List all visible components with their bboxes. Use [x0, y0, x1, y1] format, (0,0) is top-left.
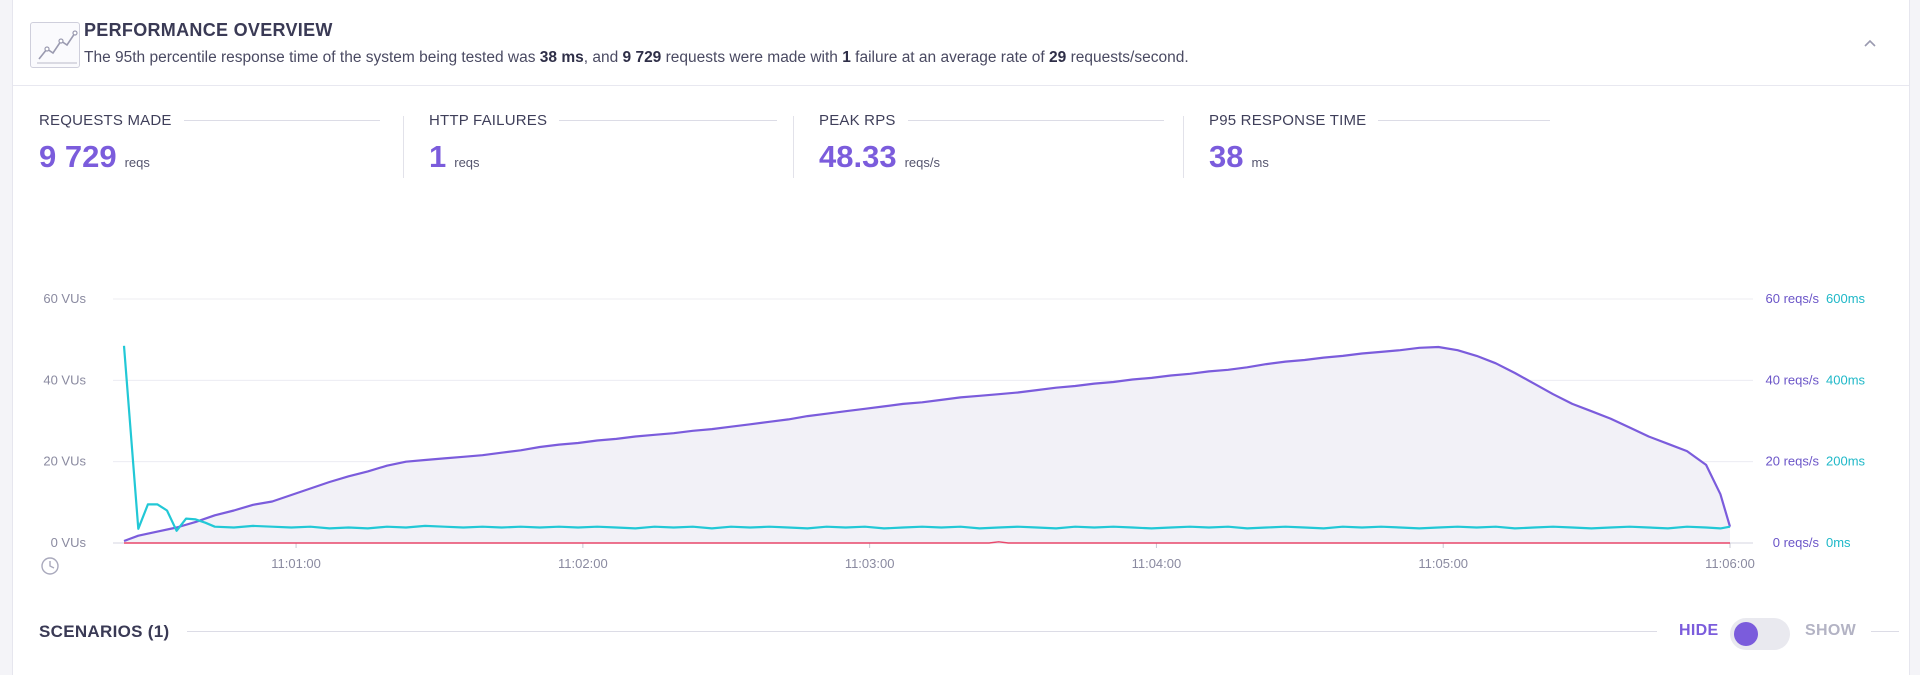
performance-overview-panel: PERFORMANCE OVERVIEW The 95th percentile…	[12, 0, 1910, 675]
series-line-2	[124, 541, 1730, 544]
scenarios-toggle[interactable]	[1730, 618, 1790, 650]
stat-label: HTTP FAILURES	[429, 112, 548, 129]
right-tick-label-rps: 0 reqs/s	[1773, 535, 1820, 550]
stat-value: 48.33	[819, 139, 897, 174]
series-area-0	[124, 347, 1730, 543]
hide-label[interactable]: HIDE	[1679, 622, 1719, 639]
stat-divider	[1183, 116, 1184, 178]
x-tick-label: 11:03:00	[845, 556, 895, 571]
series-line-0	[123, 345, 1732, 543]
panel-header: PERFORMANCE OVERVIEW The 95th percentile…	[13, 0, 1909, 86]
chart-icon	[30, 22, 80, 68]
stat-value: 9 729	[39, 139, 117, 174]
scenarios-title: SCENARIOS (1)	[39, 622, 170, 641]
divider	[187, 631, 1657, 632]
x-tick-label: 11:04:00	[1132, 556, 1182, 571]
right-tick-label-rps: 40 reqs/s	[1766, 372, 1820, 387]
right-tick-label-rps: 60 reqs/s	[1766, 291, 1820, 306]
panel-description: The 95th percentile response time of the…	[84, 49, 1189, 66]
series-line-1	[122, 345, 1731, 532]
scenarios-section: SCENARIOS (1) HIDE SHOW	[39, 618, 1899, 650]
clock-icon	[41, 557, 59, 575]
stat-divider	[793, 116, 794, 178]
performance-chart: 60 VUs 40 VUs 20 VUs 0 VUs 60 reqs/s 600ms 40…	[41, 291, 1866, 575]
left-tick-label: 60 VUs	[43, 291, 86, 306]
divider	[1871, 631, 1899, 632]
left-tick-label: 40 VUs	[43, 372, 86, 387]
panel-title: PERFORMANCE OVERVIEW	[84, 20, 333, 40]
toggle-knob	[1734, 622, 1758, 646]
left-tick-label: 0 VUs	[51, 535, 87, 550]
right-tick-label-rps: 20 reqs/s	[1766, 454, 1820, 469]
stat-label: REQUESTS MADE	[39, 112, 172, 129]
stat-peak-rps: PEAK RPS 48.33 reqs/s	[819, 112, 1164, 182]
left-tick-label: 20 VUs	[43, 454, 86, 469]
right-tick-label-ms: 400ms	[1826, 372, 1866, 387]
right-axis-ticks: 60 reqs/s 600ms 40 reqs/s 400ms 20 reqs/s 200…	[1766, 291, 1866, 550]
stat-http-failures: HTTP FAILURES 1 reqs	[429, 112, 778, 182]
stat-unit: reqs/s	[904, 155, 940, 170]
stat-label: PEAK RPS	[819, 112, 896, 129]
x-tick-label: 11:01:00	[271, 556, 321, 571]
chart-series	[122, 345, 1732, 544]
stat-p95-response-time: P95 RESPONSE TIME 38 ms	[1209, 112, 1551, 182]
chevron-up-icon[interactable]	[1859, 32, 1881, 54]
stat-unit: reqs	[454, 155, 480, 170]
left-axis-ticks: 60 VUs 40 VUs 20 VUs 0 VUs	[43, 291, 86, 550]
stat-requests-made: REQUESTS MADE 9 729 reqs	[39, 112, 380, 182]
show-label[interactable]: SHOW	[1805, 622, 1856, 639]
right-tick-label-ms: 0ms	[1826, 535, 1851, 550]
stat-value: 38	[1209, 139, 1244, 174]
x-tick-label: 11:05:00	[1418, 556, 1468, 571]
stat-divider	[403, 116, 404, 178]
x-tick-label: 11:06:00	[1705, 556, 1755, 571]
stat-unit: ms	[1251, 155, 1269, 170]
x-axis-ticks: 11:01:00 11:02:00 11:03:00 11:04:00 11:05:00…	[271, 543, 1755, 571]
right-tick-label-ms: 200ms	[1826, 454, 1866, 469]
right-tick-label-ms: 600ms	[1826, 291, 1866, 306]
stat-value: 1	[429, 139, 447, 174]
stat-unit: reqs	[124, 155, 150, 170]
stat-label: P95 RESPONSE TIME	[1209, 112, 1367, 129]
x-tick-label: 11:02:00	[558, 556, 608, 571]
